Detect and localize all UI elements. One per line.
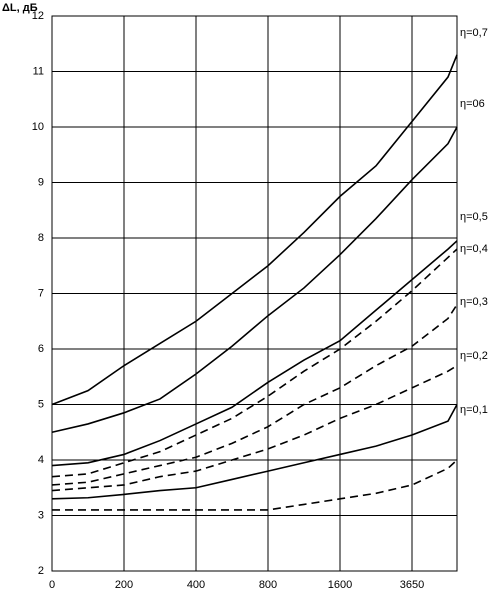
y-tick-label: 3 bbox=[38, 509, 44, 521]
y-tick-label: 5 bbox=[38, 398, 44, 410]
series-label: η=0,7 bbox=[460, 27, 488, 39]
series-label: η=0,1 bbox=[460, 404, 488, 416]
x-tick-label: 200 bbox=[115, 579, 133, 591]
y-tick-label: 2 bbox=[38, 565, 44, 577]
x-tick-label: 0 bbox=[49, 579, 55, 591]
y-tick-label: 10 bbox=[32, 121, 44, 133]
x-tick-label: 400 bbox=[187, 579, 205, 591]
series-label: η=0,5 bbox=[460, 211, 488, 223]
y-tick-label: 6 bbox=[38, 343, 44, 355]
series-line bbox=[51, 240, 458, 467]
series-label: η=06 bbox=[460, 98, 485, 110]
y-tick-label: 8 bbox=[38, 232, 44, 244]
series-label: η=0,4 bbox=[460, 243, 488, 255]
y-tick-label: 11 bbox=[33, 65, 44, 77]
y-tick-label: 7 bbox=[38, 287, 44, 299]
y-tick-label: 4 bbox=[38, 454, 44, 466]
x-tick-label: 1600 bbox=[328, 579, 352, 591]
series-label: η=0,2 bbox=[460, 350, 488, 362]
series-line bbox=[51, 404, 458, 500]
series-line bbox=[51, 126, 458, 434]
y-tick-label: 9 bbox=[38, 176, 44, 188]
y-tick-label: 12 bbox=[32, 10, 44, 22]
y-axis-label: ΔL, дБ bbox=[2, 2, 38, 14]
series-line bbox=[51, 54, 458, 406]
series-line bbox=[52, 459, 458, 511]
series-label: η=0,3 bbox=[460, 296, 488, 308]
series-line bbox=[51, 248, 458, 478]
series-line bbox=[51, 304, 458, 486]
series-line bbox=[51, 364, 458, 492]
x-tick-label: 800 bbox=[259, 579, 277, 591]
x-tick-label: 3650 bbox=[400, 579, 424, 591]
